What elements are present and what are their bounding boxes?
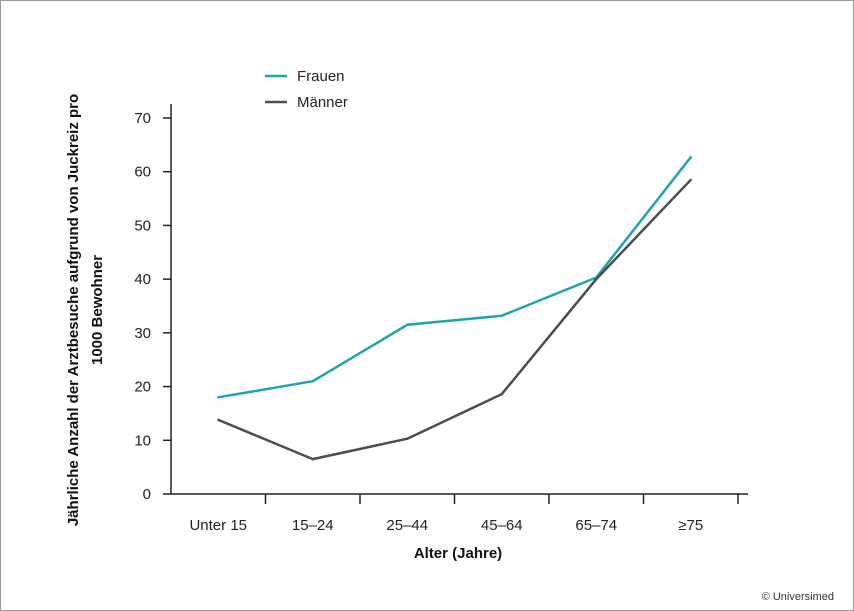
y-tick-label: 30 (134, 325, 151, 342)
x-ticks: Unter 15 15–24 25–44 45–64 65–74 ≥75 (189, 494, 739, 534)
y-axis-title: Jährliche Anzahl der Arztbesuche aufgrun… (65, 94, 106, 526)
series-line-maenner (217, 178, 692, 461)
y-tick-label: 70 (134, 110, 151, 127)
data-point (595, 277, 598, 281)
x-tick-label: 65–74 (575, 517, 617, 534)
data-point (406, 323, 409, 326)
y-tick-label: 10 (134, 432, 151, 449)
data-point (217, 418, 220, 422)
data-point (311, 380, 314, 383)
data-point (217, 396, 220, 399)
data-point (500, 314, 503, 317)
y-axis-title-line-1: Jährliche Anzahl der Arztbesuche aufgrun… (65, 94, 82, 526)
axes (170, 104, 748, 495)
y-tick-label: 40 (134, 271, 151, 288)
series-lines (217, 156, 692, 461)
data-point (689, 156, 692, 159)
data-point (311, 457, 314, 461)
x-tick-label: Unter 15 (189, 517, 247, 534)
x-tick-label: 45–64 (481, 517, 523, 534)
y-tick-label: 60 (134, 164, 151, 181)
legend: Frauen Männer (265, 68, 348, 111)
x-tick-label: 25–44 (386, 517, 428, 534)
legend-label: Frauen (297, 68, 345, 85)
x-tick-label: ≥75 (678, 517, 703, 534)
y-tick-label: 50 (134, 217, 151, 234)
y-axis-title-line-2: 1000 Bewohner (89, 255, 106, 365)
series-line-frauen (218, 156, 692, 399)
data-point (406, 437, 409, 440)
data-point (689, 178, 692, 181)
y-ticks: 0 10 20 30 40 50 60 70 (134, 110, 171, 503)
y-tick-label: 0 (143, 486, 151, 503)
data-point (500, 392, 503, 396)
x-tick-label: 15–24 (292, 517, 334, 534)
copyright-credit: © Universimed (761, 591, 834, 603)
x-axis-title: Alter (Jahre) (414, 545, 502, 562)
legend-label: Männer (297, 94, 348, 111)
y-tick-label: 20 (134, 379, 151, 396)
